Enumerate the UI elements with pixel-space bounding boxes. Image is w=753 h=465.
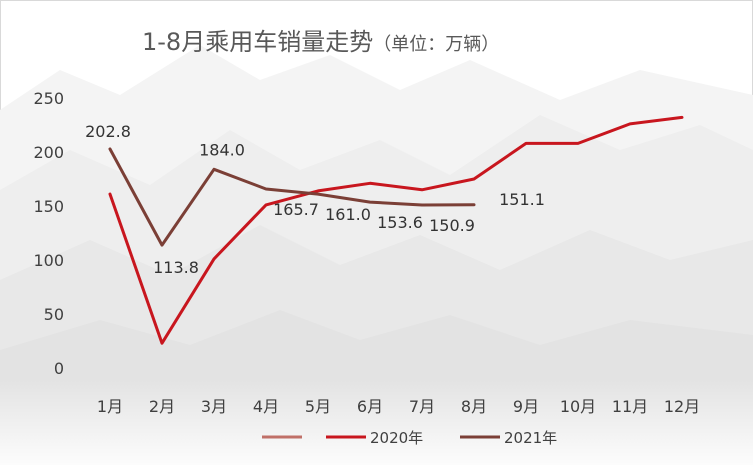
y-tick-label: 250 xyxy=(33,89,64,108)
legend-label: 2020年 xyxy=(370,429,423,447)
series-lines xyxy=(108,115,684,345)
x-tick-label: 3月 xyxy=(201,397,227,416)
data-label: 184.0 xyxy=(199,140,245,159)
data-label: 113.8 xyxy=(153,258,199,277)
legend: 2020年 2021年 xyxy=(262,429,557,447)
data-label: 150.9 xyxy=(429,216,475,235)
x-tick-label: 12月 xyxy=(664,397,700,416)
x-tick-label: 9月 xyxy=(513,397,539,416)
x-tick-label: 2月 xyxy=(149,397,175,416)
series-line-1 xyxy=(108,115,684,345)
data-label: 153.6 xyxy=(377,213,423,232)
x-tick-label: 8月 xyxy=(461,397,487,416)
series-line-2 xyxy=(108,147,476,247)
x-tick-label: 7月 xyxy=(409,397,435,416)
x-tick-label: 10月 xyxy=(560,397,596,416)
mountain-background xyxy=(0,45,753,465)
y-tick-label: 200 xyxy=(33,143,64,162)
data-labels: 202.8 113.8 184.0 165.7 161.0 153.6 150.9 151.1 xyxy=(85,122,545,277)
y-tick-label: 150 xyxy=(33,197,64,216)
legend-label: 2021年 xyxy=(504,429,557,447)
x-tick-label: 4月 xyxy=(253,397,279,416)
chart-title: 1-8月乘用车销量走势（单位：万辆） xyxy=(142,28,499,56)
y-tick-label: 0 xyxy=(54,359,64,378)
axes: 0 50 100 150 200 250 1月 2月 3月 4月 5月 6月 7月 8月 9月 10月 11月 1… xyxy=(33,89,700,416)
x-tick-label: 1月 xyxy=(97,397,123,416)
data-label: 202.8 xyxy=(85,122,131,141)
y-tick-label: 50 xyxy=(44,305,64,324)
data-label: 161.0 xyxy=(325,205,371,224)
data-label: 165.7 xyxy=(273,200,319,219)
x-tick-label: 11月 xyxy=(612,397,648,416)
x-tick-label: 5月 xyxy=(305,397,331,416)
x-tick-label: 6月 xyxy=(357,397,383,416)
data-label: 151.1 xyxy=(499,190,545,209)
y-tick-label: 100 xyxy=(33,251,64,270)
